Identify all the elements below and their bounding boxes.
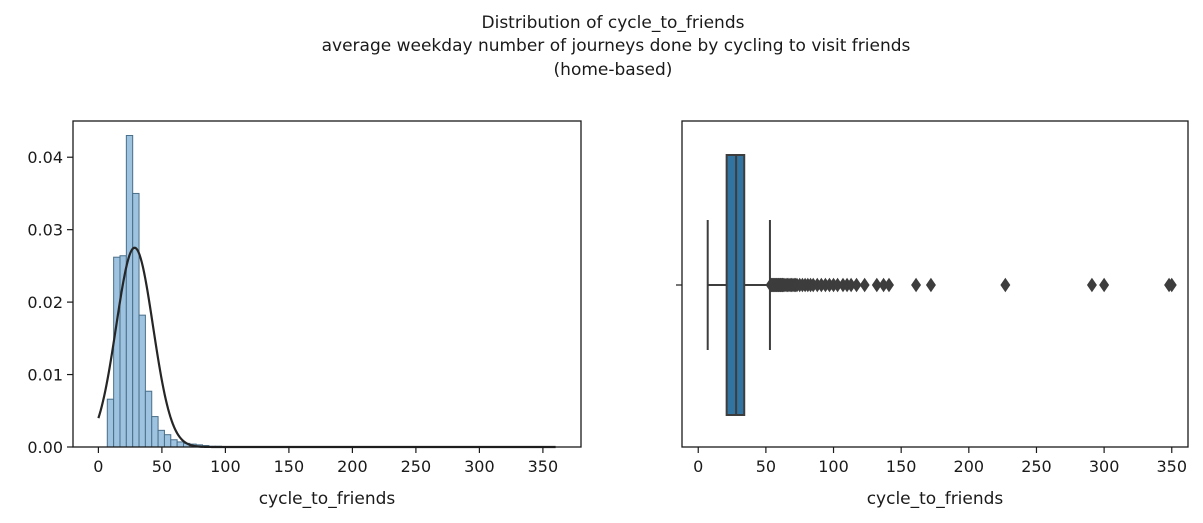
- histogram-bar: [132, 192, 140, 448]
- histogram-bar: [138, 314, 146, 448]
- boxplot-x-tick-label: 300: [1089, 457, 1120, 476]
- histogram-bar: [176, 441, 184, 448]
- boxplot-outlier: [884, 277, 894, 293]
- boxplot-panel: 0 50 100 150 200 250 300 350 cycle_to_friends: [676, 120, 1189, 509]
- boxplot-x-tick-label: 250: [1021, 457, 1052, 476]
- histogram-plot-frame: [72, 120, 582, 448]
- figure-title: Distribution of cycle_to_friends average…: [322, 13, 911, 80]
- histogram-x-tick-label: 350: [528, 457, 559, 476]
- histogram-bar: [144, 390, 153, 448]
- boxplot-x-tick-label: 350: [1156, 457, 1187, 476]
- boxplot-x-tick-label: 50: [756, 457, 776, 476]
- histogram-x-tick-label: 250: [401, 457, 432, 476]
- boxplot-outlier: [911, 277, 922, 293]
- boxplot-outlier: [871, 277, 882, 293]
- histogram-x-tick-label: 50: [152, 457, 172, 476]
- histogram-bar: [170, 439, 178, 448]
- boxplot-outlier: [859, 277, 870, 293]
- boxplot-outlier: [851, 277, 862, 293]
- histogram-y-tick-label: 0.01: [27, 366, 63, 385]
- boxplot-x-tick-label: 150: [886, 457, 917, 476]
- histogram-y-tick-label: 0.04: [27, 148, 63, 167]
- histogram-y-tick-label: 0.00: [27, 438, 63, 457]
- boxplot-x-tick-label: 100: [818, 457, 849, 476]
- boxplot-x-tick-label: 200: [954, 457, 985, 476]
- boxplot-outlier: [1086, 277, 1097, 293]
- histogram-y-tick-label: 0.03: [27, 221, 63, 240]
- histogram-bar: [157, 429, 165, 448]
- boxplot-outlier: [925, 277, 936, 293]
- title-line-2: average weekday number of journeys done …: [322, 36, 911, 56]
- boxplot-x-tick-label: 0: [693, 457, 703, 476]
- histogram-panel: 0 50 100 150 200 250 300 350 0.000.010.020.030.…: [27, 120, 582, 509]
- histogram-bar: [163, 434, 172, 448]
- histogram-x-tick-label: 300: [464, 457, 495, 476]
- boxplot-x-ticks: 0 50 100 150 200 250 300 350: [693, 447, 1187, 476]
- boxplot-x-label: cycle_to_friends: [867, 489, 1004, 509]
- title-line-3: (home-based): [554, 60, 673, 80]
- histogram-y-tick-label: 0.02: [27, 293, 63, 312]
- boxplot-outliers: [765, 277, 1177, 293]
- boxplot-outlier: [1099, 277, 1110, 293]
- histogram-x-tick-label: 150: [274, 457, 305, 476]
- histogram-bar: [106, 398, 115, 448]
- boxplot-outlier: [1000, 277, 1011, 293]
- boxplot: [706, 154, 771, 416]
- histogram-x-label: cycle_to_friends: [259, 489, 396, 509]
- boxplot-plot-frame: [681, 120, 1189, 448]
- histogram-bar: [125, 134, 134, 448]
- histogram-bar: [151, 416, 159, 448]
- histogram-bars: [106, 134, 223, 448]
- title-line-1: Distribution of cycle_to_friends: [482, 13, 745, 33]
- histogram-y-ticks: 0.00 0.01 0.02 0.03 0.04: [27, 148, 73, 457]
- histogram-bar: [113, 256, 121, 448]
- histogram-x-tick-label: 200: [337, 457, 368, 476]
- histogram-x-ticks: 0 50 100 150 200 250 300 350: [93, 447, 558, 476]
- histogram-x-tick-label: 100: [210, 457, 241, 476]
- histogram-x-tick-label: 0: [93, 457, 103, 476]
- boxplot-outlier: [1166, 277, 1177, 293]
- normal-fit-curve: [97, 246, 556, 449]
